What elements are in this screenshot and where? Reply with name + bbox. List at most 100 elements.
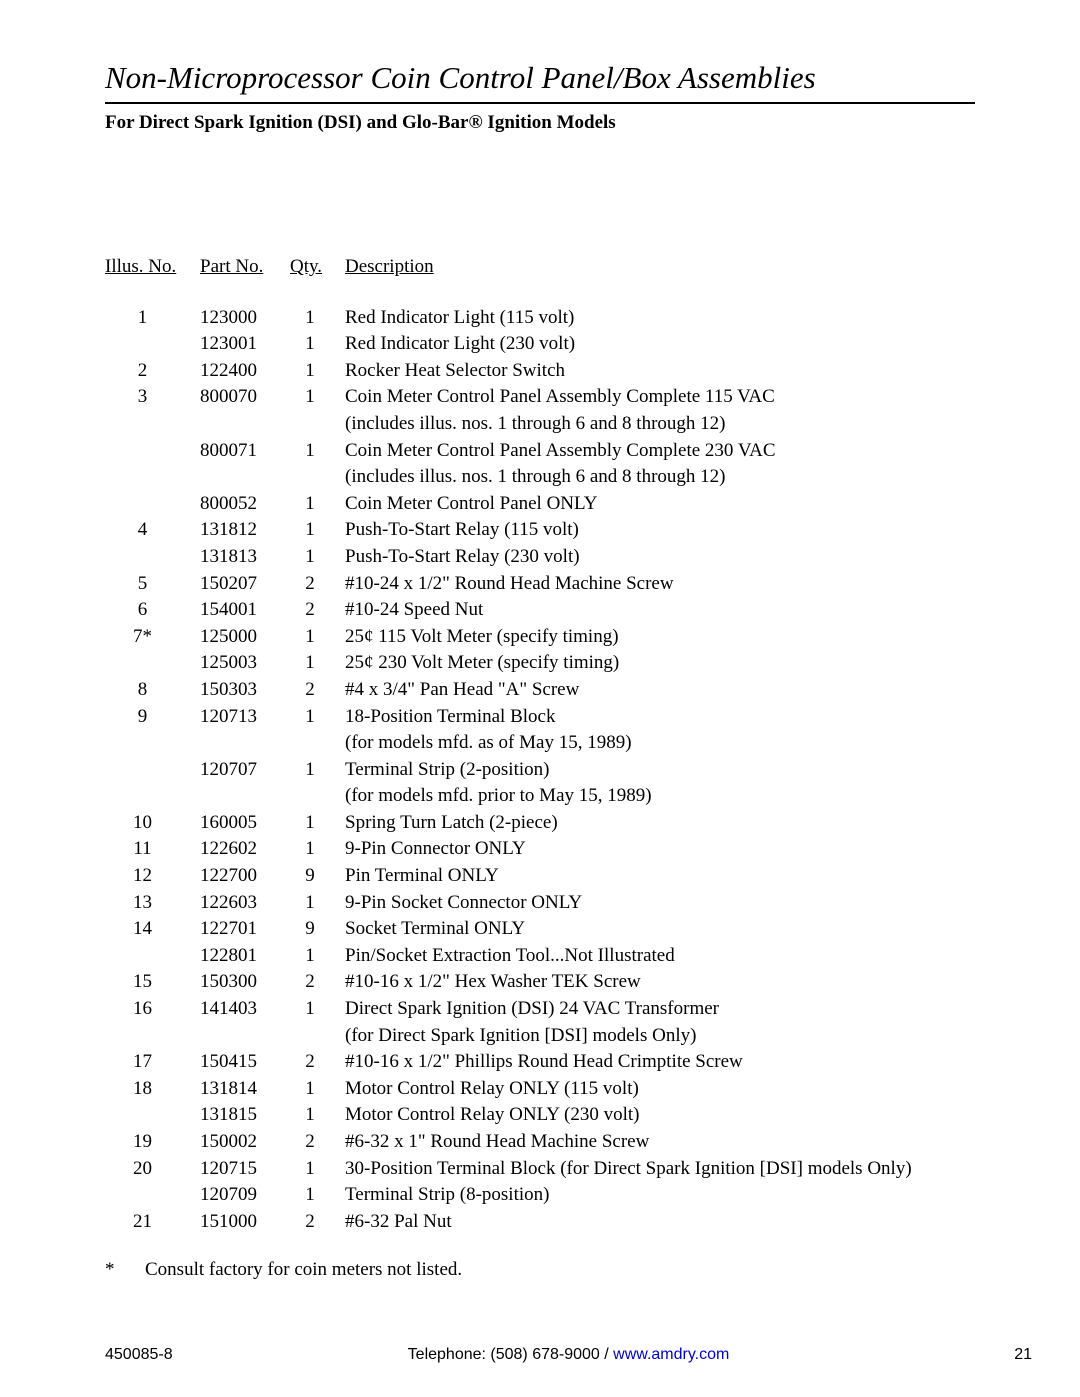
table-row: 1318151Motor Control Relay ONLY (230 vol…: [105, 1102, 975, 1129]
footnote: * Consult factory for coin meters not li…: [105, 1259, 975, 1281]
cell-qty: 2: [290, 597, 345, 624]
cell-part: 122602: [200, 836, 290, 863]
cell-desc: (for models mfd. as of May 15, 1989): [345, 730, 975, 757]
table-row: 20120715130-Position Terminal Block (for…: [105, 1156, 975, 1183]
cell-desc: Pin Terminal ONLY: [345, 863, 975, 890]
cell-part: 150303: [200, 677, 290, 704]
cell-part: 122400: [200, 358, 290, 385]
cell-illus: 6: [105, 597, 200, 624]
cell-desc: Direct Spark Ignition (DSI) 24 VAC Trans…: [345, 996, 975, 1023]
cell-illus: [105, 544, 200, 571]
cell-desc: #10-24 x 1/2" Round Head Machine Screw: [345, 571, 975, 598]
footer-link[interactable]: www.amdry.com: [613, 1346, 729, 1363]
cell-illus: 10: [105, 810, 200, 837]
cell-illus: 16: [105, 996, 200, 1023]
table-row: 51502072#10-24 x 1/2" Round Head Machine…: [105, 571, 975, 598]
cell-desc: Push-To-Start Relay (115 volt): [345, 517, 975, 544]
cell-part: [200, 1023, 290, 1050]
cell-part: [200, 411, 290, 438]
footnote-text: Consult factory for coin meters not list…: [145, 1259, 462, 1281]
cell-part: 120707: [200, 757, 290, 784]
cell-part: 800052: [200, 491, 290, 518]
table-header-row: Illus. No. Part No. Qty. Description: [105, 254, 975, 281]
cell-desc: Pin/Socket Extraction Tool...Not Illustr…: [345, 943, 975, 970]
document-subtitle: For Direct Spark Ignition (DSI) and Glo-…: [105, 112, 975, 134]
table-row: (for Direct Spark Ignition [DSI] models …: [105, 1023, 975, 1050]
cell-part: 123000: [200, 305, 290, 332]
cell-qty: 2: [290, 677, 345, 704]
cell-part: 141403: [200, 996, 290, 1023]
table-row: 151503002#10-16 x 1/2" Hex Washer TEK Sc…: [105, 969, 975, 996]
cell-desc: #6-32 Pal Nut: [345, 1209, 975, 1236]
cell-desc: Socket Terminal ONLY: [345, 916, 975, 943]
table-row: 8000711Coin Meter Control Panel Assembly…: [105, 438, 975, 465]
cell-qty: 1: [290, 943, 345, 970]
cell-illus: 5: [105, 571, 200, 598]
cell-desc: (includes illus. nos. 1 through 6 and 8 …: [345, 411, 975, 438]
document-title: Non-Microprocessor Coin Control Panel/Bo…: [105, 60, 975, 96]
cell-qty: [290, 783, 345, 810]
cell-desc: Terminal Strip (2-position): [345, 757, 975, 784]
cell-illus: 3: [105, 384, 200, 411]
cell-illus: 21: [105, 1209, 200, 1236]
table-row: 1312260319-Pin Socket Connector ONLY: [105, 890, 975, 917]
cell-qty: 2: [290, 1129, 345, 1156]
header-desc: Description: [345, 254, 975, 281]
header-qty: Qty.: [290, 254, 345, 281]
cell-qty: 9: [290, 916, 345, 943]
table-row: 41318121Push-To-Start Relay (115 volt): [105, 517, 975, 544]
cell-qty: 1: [290, 517, 345, 544]
cell-illus: [105, 491, 200, 518]
cell-desc: 9-Pin Socket Connector ONLY: [345, 890, 975, 917]
cell-desc: Spring Turn Latch (2-piece): [345, 810, 975, 837]
cell-qty: [290, 464, 345, 491]
cell-illus: [105, 650, 200, 677]
title-divider: [105, 102, 975, 104]
table-row: 61540012#10-24 Speed Nut: [105, 597, 975, 624]
page-footer: 450085-8 Telephone: (508) 678-9000 / www…: [105, 1346, 1032, 1364]
cell-qty: 1: [290, 624, 345, 651]
cell-qty: 1: [290, 331, 345, 358]
table-row: 1318131Push-To-Start Relay (230 volt): [105, 544, 975, 571]
cell-desc: #10-16 x 1/2" Hex Washer TEK Screw: [345, 969, 975, 996]
cell-illus: 1: [105, 305, 200, 332]
cell-qty: 1: [290, 1156, 345, 1183]
table-row: 38000701Coin Meter Control Panel Assembl…: [105, 384, 975, 411]
table-row: 125003125¢ 230 Volt Meter (specify timin…: [105, 650, 975, 677]
cell-part: 160005: [200, 810, 290, 837]
cell-desc: 9-Pin Connector ONLY: [345, 836, 975, 863]
cell-part: 122701: [200, 916, 290, 943]
cell-desc: Terminal Strip (8-position): [345, 1182, 975, 1209]
cell-part: 154001: [200, 597, 290, 624]
cell-illus: 7*: [105, 624, 200, 651]
cell-qty: 2: [290, 1209, 345, 1236]
cell-qty: 2: [290, 571, 345, 598]
cell-qty: 1: [290, 305, 345, 332]
cell-part: 131812: [200, 517, 290, 544]
cell-illus: 13: [105, 890, 200, 917]
cell-qty: 1: [290, 1076, 345, 1103]
cell-illus: [105, 757, 200, 784]
cell-illus: [105, 783, 200, 810]
footnote-marker: *: [105, 1259, 145, 1281]
table-row: 81503032#4 x 3/4" Pan Head "A" Screw: [105, 677, 975, 704]
table-row: 8000521Coin Meter Control Panel ONLY: [105, 491, 975, 518]
cell-part: [200, 783, 290, 810]
cell-illus: 9: [105, 704, 200, 731]
cell-illus: 14: [105, 916, 200, 943]
table-row: 211510002#6-32 Pal Nut: [105, 1209, 975, 1236]
table-row: 21224001Rocker Heat Selector Switch: [105, 358, 975, 385]
cell-desc: Red Indicator Light (115 volt): [345, 305, 975, 332]
parts-table: Illus. No. Part No. Qty. Description 112…: [105, 254, 975, 1235]
table-row: 7*125000125¢ 115 Volt Meter (specify tim…: [105, 624, 975, 651]
cell-part: 122700: [200, 863, 290, 890]
cell-part: 150415: [200, 1049, 290, 1076]
cell-qty: 1: [290, 384, 345, 411]
table-row: 101600051Spring Turn Latch (2-piece): [105, 810, 975, 837]
cell-desc: Coin Meter Control Panel Assembly Comple…: [345, 384, 975, 411]
cell-desc: Motor Control Relay ONLY (115 volt): [345, 1076, 975, 1103]
table-row: 1207091Terminal Strip (8-position): [105, 1182, 975, 1209]
cell-part: 122603: [200, 890, 290, 917]
table-row: 161414031Direct Spark Ignition (DSI) 24 …: [105, 996, 975, 1023]
cell-desc: #6-32 x 1" Round Head Machine Screw: [345, 1129, 975, 1156]
